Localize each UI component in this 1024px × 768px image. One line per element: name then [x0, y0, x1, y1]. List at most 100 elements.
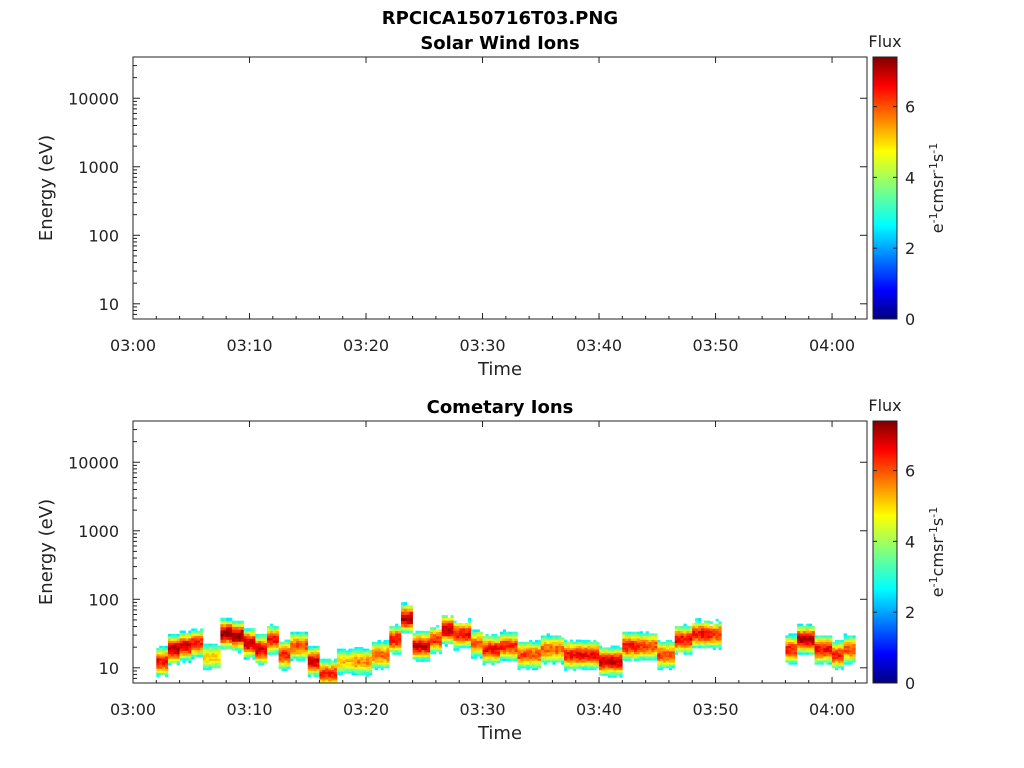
flux-cell — [505, 631, 510, 635]
flux-cell — [336, 669, 341, 672]
flux-cell — [843, 643, 847, 647]
flux-cell — [197, 640, 201, 643]
colorbar-title: Flux — [868, 32, 901, 51]
flux-cell — [170, 660, 175, 664]
flux-cell — [829, 658, 833, 661]
flux-cell — [293, 642, 297, 646]
flux-cell — [395, 623, 399, 627]
flux-cell — [805, 623, 810, 627]
flux-cell — [692, 628, 696, 631]
flux-cell — [470, 647, 475, 650]
flux-cell — [566, 647, 571, 651]
flux-cell — [342, 656, 346, 659]
flux-cell — [823, 637, 827, 640]
flux-cell — [310, 656, 314, 659]
flux-cell — [284, 649, 288, 653]
flux-cell — [698, 638, 702, 641]
flux-cell — [435, 624, 440, 628]
flux-cell — [380, 668, 384, 671]
flux-cell — [348, 661, 352, 664]
flux-cell — [788, 654, 792, 657]
flux-cell — [590, 666, 594, 669]
flux-cell — [488, 640, 492, 644]
flux-cell — [639, 656, 644, 659]
flux-cell — [191, 649, 195, 653]
flux-cell — [700, 633, 705, 636]
flux-cell — [377, 651, 381, 654]
flux-cell — [479, 656, 483, 659]
flux-cell — [526, 660, 530, 663]
flux-cell — [371, 660, 376, 663]
flux-cell — [395, 652, 399, 655]
flux-cell — [488, 645, 492, 648]
flux-cell — [593, 647, 597, 650]
flux-cell — [500, 642, 504, 646]
flux-cell — [628, 633, 632, 637]
flux-cell — [156, 660, 160, 663]
flux-cell — [272, 645, 277, 648]
flux-cell — [689, 630, 693, 634]
x-tick-label: 03:10 — [226, 336, 272, 355]
flux-cell — [558, 660, 562, 663]
flux-cell — [296, 653, 300, 657]
flux-cell — [549, 635, 553, 638]
flux-cell — [473, 653, 477, 657]
flux-cell — [202, 662, 207, 665]
flux-cell — [610, 649, 614, 652]
flux-cell — [604, 669, 609, 673]
flux-cell — [301, 638, 306, 641]
flux-cell — [182, 635, 186, 639]
flux-cell — [540, 637, 544, 640]
flux-cell — [243, 641, 247, 645]
flux-cell — [435, 645, 440, 648]
flux-cell — [808, 647, 812, 651]
flux-cell — [310, 668, 314, 671]
flux-cell — [811, 640, 815, 643]
flux-cell — [628, 647, 632, 650]
flux-cell — [654, 633, 658, 636]
flux-cell — [395, 642, 399, 646]
flux-cell — [587, 654, 591, 658]
flux-cell — [820, 639, 824, 642]
flux-cell — [843, 658, 847, 661]
flux-cell — [613, 654, 617, 658]
flux-cell — [360, 660, 364, 663]
flux-cell — [523, 645, 527, 648]
flux-cell — [342, 668, 346, 671]
flux-cell — [202, 660, 207, 663]
flux-cell — [549, 651, 553, 655]
flux-cell — [549, 637, 553, 640]
flux-cell — [581, 653, 585, 656]
flux-cell — [202, 654, 207, 658]
flux-cell — [336, 658, 341, 661]
flux-cell — [581, 660, 585, 663]
flux-cell — [511, 658, 515, 661]
flux-cell — [846, 635, 850, 638]
flux-cell — [706, 635, 711, 639]
flux-cell — [264, 660, 268, 664]
flux-cell — [406, 605, 410, 609]
flux-cell — [674, 630, 678, 634]
flux-cell — [444, 638, 448, 642]
flux-cell — [266, 640, 271, 643]
flux-cell — [511, 647, 515, 650]
flux-cell — [601, 651, 606, 654]
flux-cell — [333, 658, 338, 661]
flux-cell — [424, 633, 428, 636]
flux-cell — [610, 658, 614, 661]
plot-frame — [132, 56, 868, 320]
flux-cell — [252, 651, 256, 655]
flux-cell — [619, 669, 623, 673]
flux-cell — [328, 669, 332, 673]
flux-cell — [671, 645, 676, 648]
flux-cell — [290, 649, 294, 653]
flux-cell — [447, 636, 451, 639]
flux-cell — [636, 656, 641, 659]
flux-cell — [252, 656, 256, 660]
flux-cell — [296, 658, 300, 661]
flux-cell — [794, 651, 798, 655]
flux-cell — [403, 627, 408, 631]
flux-cell — [616, 656, 620, 659]
flux-cell — [293, 631, 297, 635]
flux-cell — [249, 633, 253, 637]
